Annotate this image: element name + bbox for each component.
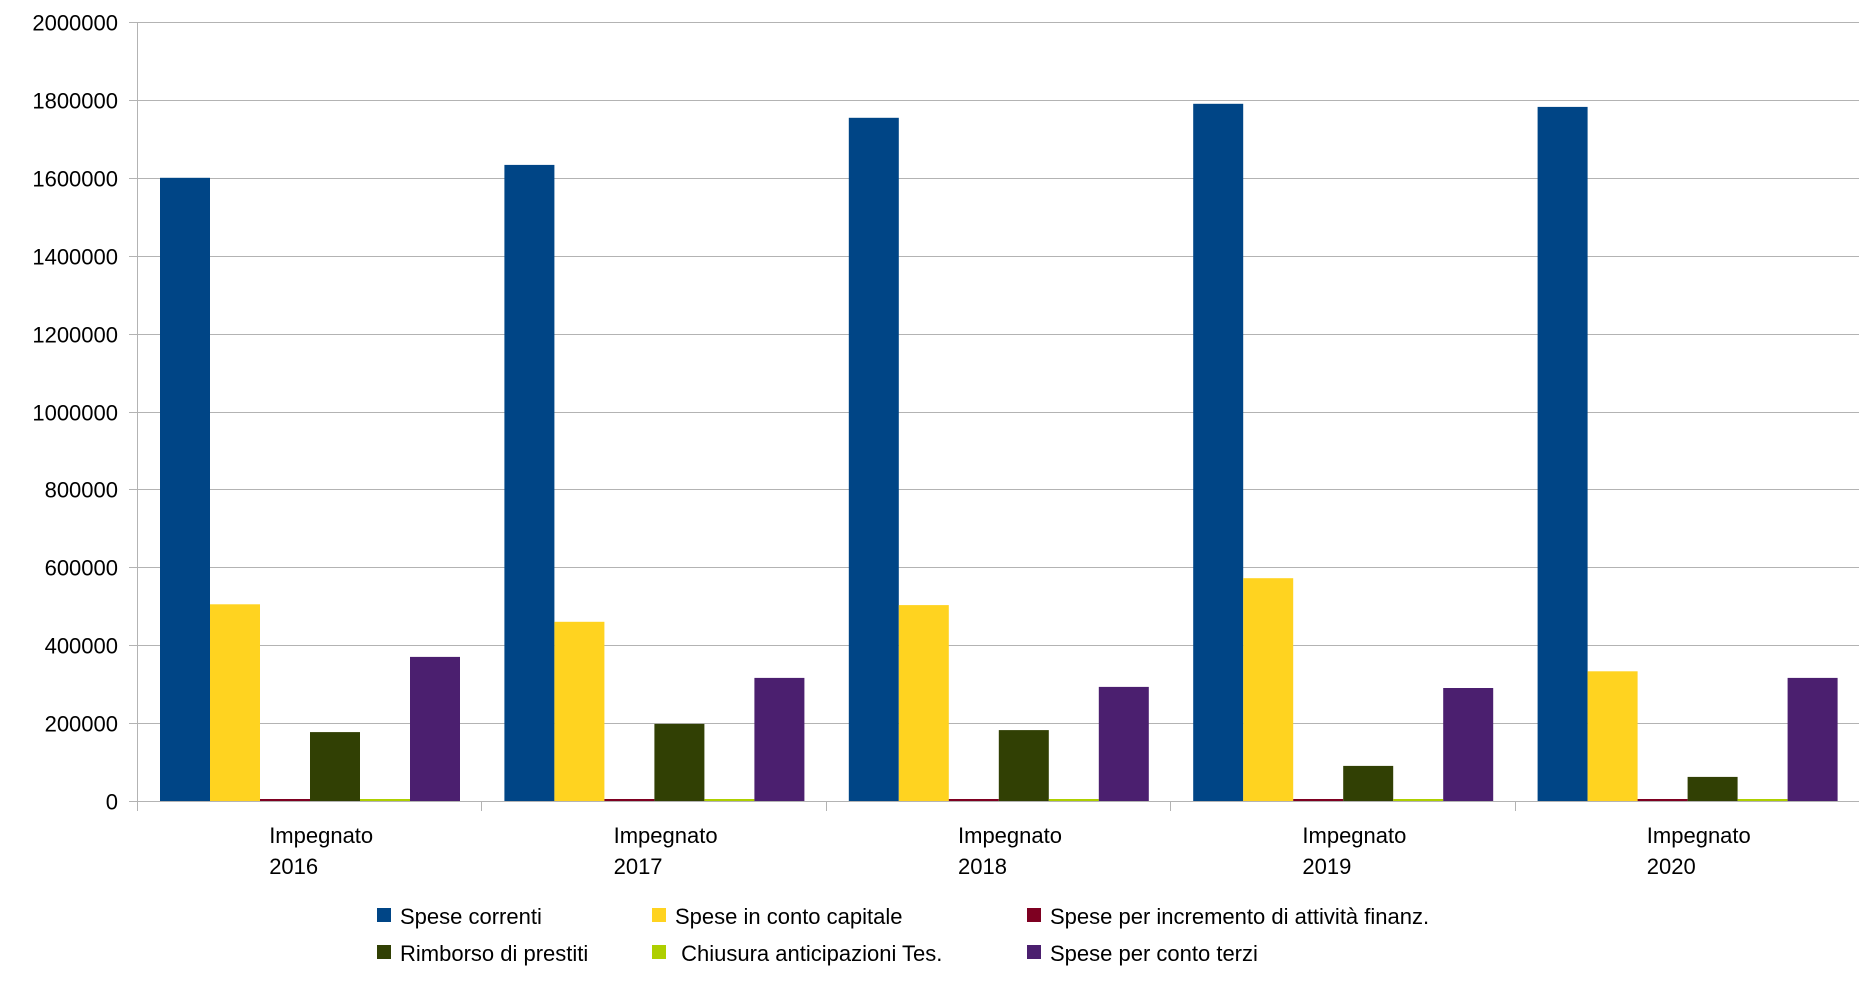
bar (260, 799, 310, 801)
bar (1193, 103, 1244, 802)
x-tick-label-line: Impegnato (1647, 823, 1751, 848)
legend-swatch (377, 945, 391, 959)
y-tick-label: 600000 (45, 556, 118, 581)
legend-label: Spese in conto capitale (675, 904, 903, 929)
bar (604, 799, 655, 801)
bar (1048, 799, 1099, 801)
legend-label: Rimborso di prestiti (400, 941, 588, 966)
bar (654, 723, 705, 801)
bar (1687, 776, 1738, 801)
bar (1737, 799, 1788, 801)
bar (1587, 671, 1638, 801)
bars (160, 103, 1838, 802)
x-tick-label-line: 2018 (958, 854, 1007, 879)
bar (1637, 799, 1688, 801)
bar (1098, 686, 1149, 801)
bar (754, 677, 805, 801)
bar (998, 730, 1049, 801)
legend: Spese correnti Spese in conto capitale Spe… (377, 904, 1429, 966)
legend-swatch (1027, 945, 1041, 959)
axes: 0 200000 400000 600000 800000 1000000 1200000 1… (32, 11, 1859, 815)
bar (360, 799, 410, 801)
x-tick-label: Impegnato 2018 (958, 823, 1062, 879)
bar (1243, 578, 1294, 801)
bar (1443, 688, 1494, 801)
bar (1393, 799, 1444, 801)
bar (948, 799, 999, 801)
x-tick-label-line: Impegnato (1302, 823, 1406, 848)
y-tick-label: 0 (106, 790, 118, 815)
x-tick-label: Impegnato 2017 (614, 823, 718, 879)
bar (1343, 765, 1394, 801)
x-tick-label-line: Impegnato (269, 823, 373, 848)
bar (210, 604, 260, 801)
legend-label: Spese correnti (400, 904, 542, 929)
x-tick-label: Impegnato 2020 (1647, 823, 1751, 879)
x-tick-label: Impegnato 2016 (269, 823, 373, 879)
y-tick-label: 1000000 (32, 401, 118, 426)
y-tick-label: 2000000 (32, 11, 118, 36)
legend-label: Spese per incremento di attività finanz. (1050, 904, 1429, 929)
legend-swatch (377, 908, 391, 922)
x-tick-label-line: 2020 (1647, 854, 1696, 879)
x-tick-label-line: Impegnato (614, 823, 718, 848)
bar (310, 732, 360, 801)
legend-swatch (652, 945, 666, 959)
y-tick-label: 200000 (45, 712, 118, 737)
x-tick-label: Impegnato 2019 (1302, 823, 1406, 879)
bar (704, 799, 755, 801)
x-tick-label-line: 2017 (614, 854, 663, 879)
y-tick-label: 800000 (45, 478, 118, 503)
y-tick-label: 1200000 (32, 323, 118, 348)
bar (1293, 799, 1344, 801)
bar (410, 656, 460, 801)
bar (160, 177, 210, 802)
y-tick-label: 400000 (45, 634, 118, 659)
x-tick-label-line: 2019 (1302, 854, 1351, 879)
x-tick-label-line: Impegnato (958, 823, 1062, 848)
legend-swatch (652, 908, 666, 922)
y-tick-label: 1600000 (32, 167, 118, 192)
y-tick-label: 1800000 (32, 89, 118, 114)
bar (898, 605, 949, 801)
legend-swatch (1027, 908, 1041, 922)
bar (504, 164, 555, 801)
y-tick-label: 1400000 (32, 245, 118, 270)
bar (554, 621, 605, 801)
bar (1787, 677, 1838, 801)
bar (1537, 106, 1588, 801)
legend-label: Spese per conto terzi (1050, 941, 1258, 966)
x-tick-label-line: 2016 (269, 854, 318, 879)
legend-label: Chiusura anticipazioni Tes. (675, 941, 942, 966)
bar (848, 117, 899, 802)
